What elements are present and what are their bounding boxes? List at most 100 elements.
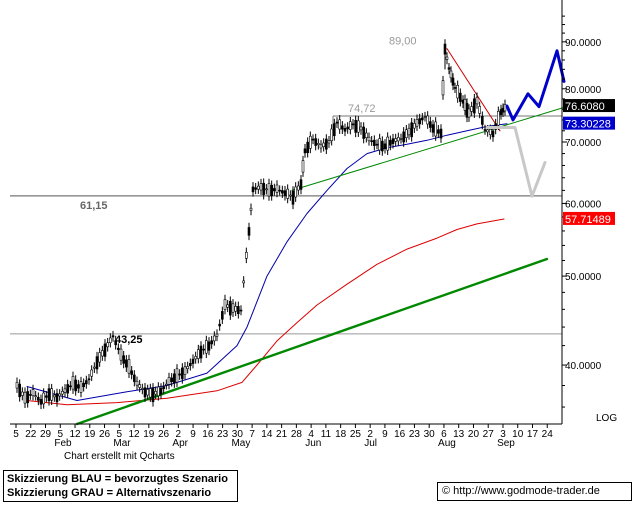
candle-body xyxy=(178,373,181,376)
candle-body xyxy=(170,377,173,383)
price-candle xyxy=(278,185,281,196)
x-tick-label: 22 xyxy=(25,429,37,440)
candle-body xyxy=(273,188,276,192)
candle-body xyxy=(378,138,381,151)
price-candle xyxy=(275,180,279,198)
price-candle xyxy=(415,114,419,131)
price-candle xyxy=(42,388,45,409)
price-candle xyxy=(109,333,112,348)
candle-body xyxy=(267,183,271,197)
candle-body xyxy=(103,343,107,357)
candle-body xyxy=(42,392,45,405)
price-candle xyxy=(29,389,32,400)
value-tag: 73.30228 xyxy=(563,116,615,131)
price-candle xyxy=(341,121,344,134)
price-candle xyxy=(191,354,195,369)
price-candle xyxy=(194,351,197,364)
candle-body xyxy=(470,106,473,112)
candle-body xyxy=(85,380,88,385)
candle-body xyxy=(205,340,208,354)
price-candle xyxy=(333,118,336,141)
price-candle xyxy=(394,133,397,147)
candle-body xyxy=(194,356,197,360)
candle-body xyxy=(175,368,179,383)
price-candle xyxy=(213,331,216,346)
price-candle xyxy=(23,387,27,408)
x-tick-label: 10 xyxy=(512,429,524,440)
candle-body xyxy=(286,188,289,199)
candle-body xyxy=(202,348,205,351)
price-candle xyxy=(445,52,449,65)
candle-body xyxy=(415,119,419,127)
price-candle xyxy=(319,140,323,153)
candle-body xyxy=(53,394,56,398)
candle-body xyxy=(157,386,160,397)
price-candle xyxy=(346,122,349,134)
price-candle xyxy=(202,344,205,355)
x-tick-label: 13 xyxy=(453,429,465,440)
price-candle xyxy=(138,379,141,393)
price-candle xyxy=(205,335,208,359)
candle-body xyxy=(98,352,101,363)
candle-body xyxy=(426,115,429,125)
price-candle xyxy=(303,144,307,158)
scenario-lines xyxy=(485,49,566,198)
x-tick-label: 4 xyxy=(308,429,314,440)
y-tick-label: 80.0000 xyxy=(565,85,602,96)
candle-body xyxy=(45,395,48,398)
price-candles xyxy=(15,39,507,410)
candle-body xyxy=(229,300,232,316)
candle-body xyxy=(191,358,195,364)
price-candle xyxy=(122,350,125,369)
price-candle xyxy=(434,117,437,141)
x-tick-label: 2 xyxy=(176,429,182,440)
candle-body xyxy=(475,96,479,105)
candle-body xyxy=(289,194,292,197)
price-candle xyxy=(367,132,371,146)
candle-body xyxy=(247,227,251,236)
price-candle xyxy=(306,137,309,158)
candle-body xyxy=(456,85,459,99)
price-candle xyxy=(270,180,273,201)
candle-body xyxy=(405,129,408,138)
price-candle xyxy=(119,344,123,366)
candle-body xyxy=(418,118,421,125)
candle-body xyxy=(346,126,349,130)
value-tag: 76.6080 xyxy=(563,99,615,113)
candle-body xyxy=(459,92,462,102)
x-tick-label: 16 xyxy=(394,429,406,440)
sma-red-line xyxy=(26,218,505,406)
candle-body xyxy=(449,70,453,79)
candle-body xyxy=(167,377,171,385)
x-tick-label: 26 xyxy=(99,429,111,440)
price-candle xyxy=(426,111,429,129)
candle-body xyxy=(242,280,245,284)
price-candle xyxy=(50,383,53,406)
x-tick-label: 2 xyxy=(367,429,373,440)
candle-body xyxy=(262,182,265,195)
source-link[interactable]: http://www.godmode-trader.de xyxy=(453,485,600,497)
candle-body xyxy=(270,184,273,197)
price-candle xyxy=(273,183,276,196)
price-candle xyxy=(291,186,295,210)
candle-body xyxy=(437,129,440,134)
level-label-61-15: 61,15 xyxy=(80,200,108,212)
candle-body xyxy=(239,309,243,312)
price-candle xyxy=(103,339,107,362)
x-tick-label: 3 xyxy=(500,429,506,440)
price-candle xyxy=(503,99,507,116)
price-candle xyxy=(251,182,255,197)
price-candle xyxy=(237,301,240,319)
price-candle xyxy=(66,379,69,398)
level-lines xyxy=(10,115,562,335)
price-candle xyxy=(262,178,265,200)
price-candle xyxy=(297,181,300,195)
x-tick-label: 5 xyxy=(57,429,63,440)
candle-body xyxy=(245,252,248,259)
candle-body xyxy=(291,190,295,205)
candle-body xyxy=(23,391,27,404)
price-candle xyxy=(451,73,455,91)
price-candle xyxy=(58,389,61,401)
candle-body xyxy=(61,391,64,395)
